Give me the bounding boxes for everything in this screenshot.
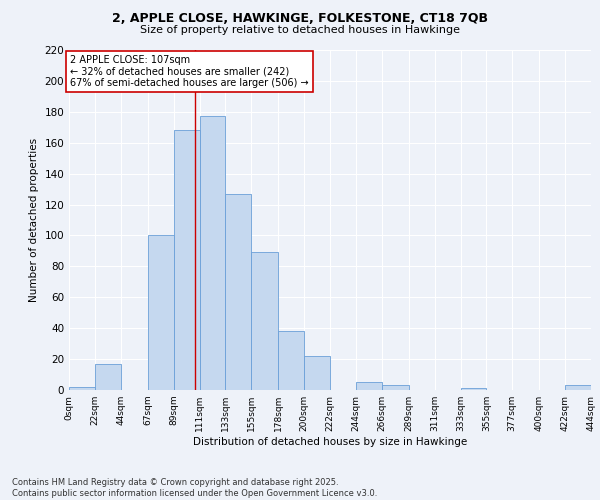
Text: Contains HM Land Registry data © Crown copyright and database right 2025.
Contai: Contains HM Land Registry data © Crown c…: [12, 478, 377, 498]
Bar: [304, 356, 330, 390]
Bar: [278, 332, 304, 390]
Bar: [382, 386, 409, 390]
Text: 2 APPLE CLOSE: 107sqm
← 32% of detached houses are smaller (242)
67% of semi-det: 2 APPLE CLOSE: 107sqm ← 32% of detached …: [70, 54, 309, 88]
Bar: [173, 130, 199, 390]
Bar: [199, 116, 226, 390]
Bar: [251, 252, 278, 390]
Text: Size of property relative to detached houses in Hawkinge: Size of property relative to detached ho…: [140, 25, 460, 35]
X-axis label: Distribution of detached houses by size in Hawkinge: Distribution of detached houses by size …: [193, 437, 467, 447]
Bar: [356, 382, 382, 390]
Text: 2, APPLE CLOSE, HAWKINGE, FOLKESTONE, CT18 7QB: 2, APPLE CLOSE, HAWKINGE, FOLKESTONE, CT…: [112, 12, 488, 26]
Y-axis label: Number of detached properties: Number of detached properties: [29, 138, 39, 302]
Bar: [148, 236, 173, 390]
Bar: [95, 364, 121, 390]
Bar: [565, 386, 591, 390]
Bar: [69, 387, 95, 390]
Bar: [461, 388, 487, 390]
Bar: [226, 194, 251, 390]
